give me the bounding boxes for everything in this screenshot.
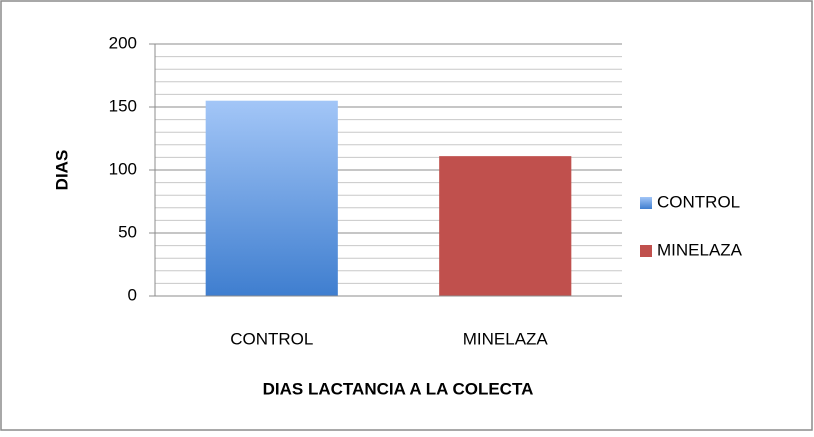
legend-label: CONTROL <box>657 192 740 211</box>
y-tick-label: 100 <box>109 159 137 178</box>
legend-label: MINELAZA <box>657 240 743 259</box>
y-axis-label: DIAS <box>52 150 71 191</box>
y-tick-label: 150 <box>109 96 137 115</box>
legend-swatch <box>640 245 652 257</box>
bar <box>439 156 572 296</box>
legend-swatch <box>640 197 652 209</box>
x-tick-label: CONTROL <box>230 329 313 348</box>
x-tick-label: MINELAZA <box>463 329 549 348</box>
bar <box>205 100 338 296</box>
x-axis-label: DIAS LACTANCIA A LA COLECTA <box>263 379 534 398</box>
y-tick-label: 0 <box>128 285 137 304</box>
y-tick-label: 200 <box>109 33 137 52</box>
y-tick-label: 50 <box>118 222 137 241</box>
